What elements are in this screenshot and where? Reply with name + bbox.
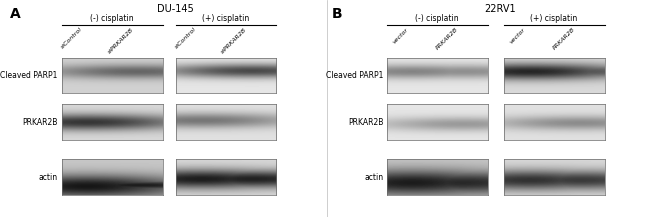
- Text: actin: actin: [365, 173, 384, 182]
- Text: (+) cisplatin: (+) cisplatin: [530, 14, 578, 23]
- Text: actin: actin: [38, 173, 57, 182]
- Text: siControl: siControl: [174, 27, 198, 50]
- Text: B: B: [332, 7, 342, 21]
- Text: vector: vector: [391, 27, 409, 44]
- Text: Cleaved PARP1: Cleaved PARP1: [0, 71, 57, 80]
- Text: (-) cisplatin: (-) cisplatin: [90, 14, 134, 23]
- Text: (-) cisplatin: (-) cisplatin: [415, 14, 459, 23]
- Text: PRKAR2B: PRKAR2B: [348, 118, 384, 127]
- Text: PRKAR2B: PRKAR2B: [435, 27, 460, 51]
- Text: siControl: siControl: [60, 27, 84, 50]
- Text: 22RV1: 22RV1: [485, 4, 516, 14]
- Text: A: A: [10, 7, 21, 21]
- Text: siPRKAR2B: siPRKAR2B: [107, 27, 135, 54]
- Text: siPRKAR2B: siPRKAR2B: [220, 27, 248, 54]
- Text: vector: vector: [508, 27, 526, 44]
- Text: DU-145: DU-145: [157, 4, 194, 14]
- Text: Cleaved PARP1: Cleaved PARP1: [326, 71, 384, 80]
- Text: (+) cisplatin: (+) cisplatin: [202, 14, 250, 23]
- Text: PRKAR2B: PRKAR2B: [552, 27, 577, 51]
- Text: PRKAR2B: PRKAR2B: [22, 118, 57, 127]
